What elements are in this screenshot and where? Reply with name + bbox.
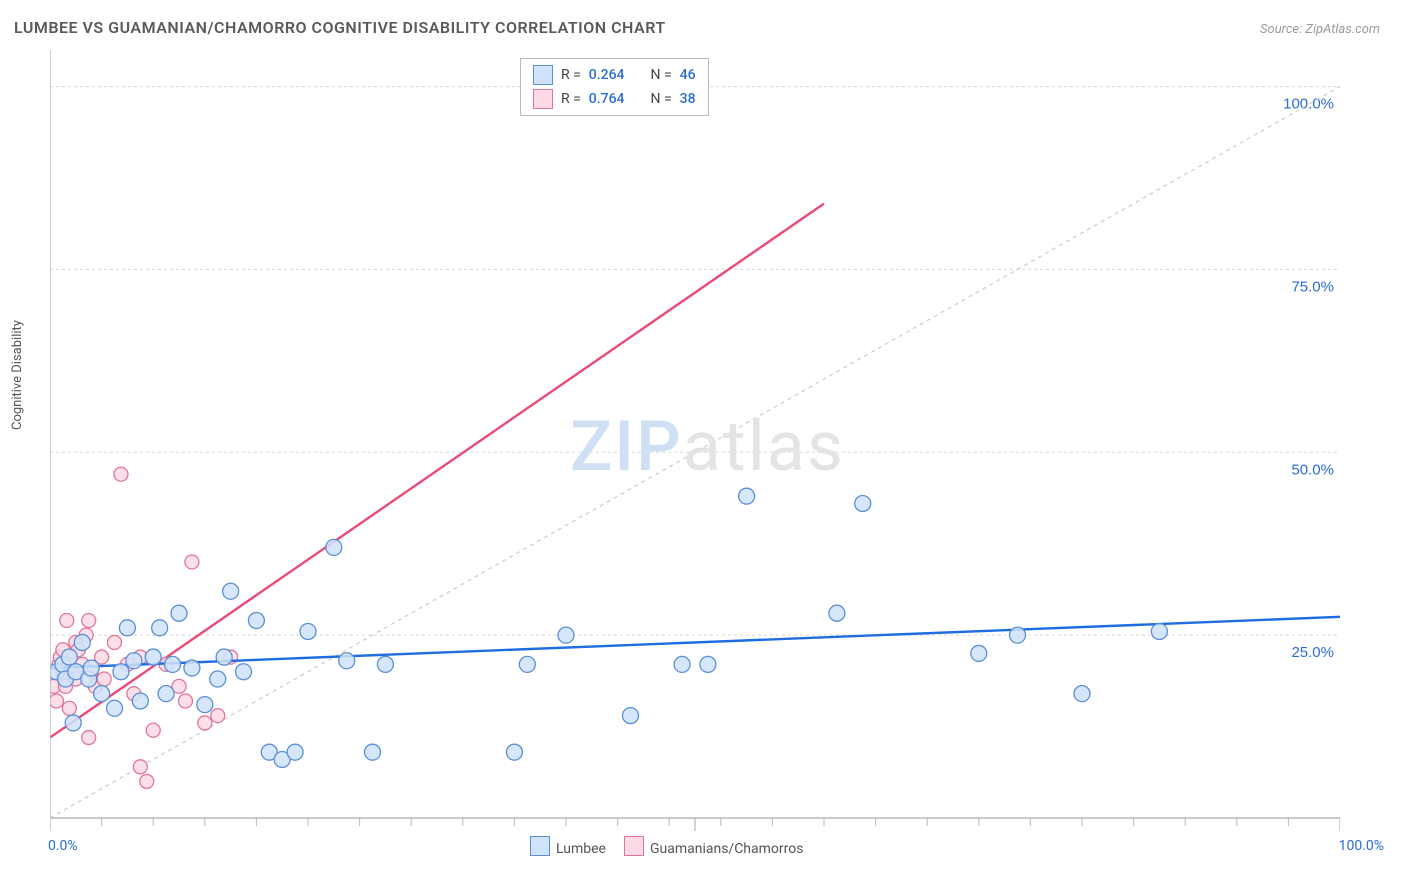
svg-text:75.0%: 75.0% (1291, 278, 1334, 295)
correlation-stats-box: R = 0.264 N = 46 R = 0.764 N = 38 (520, 58, 709, 116)
y-axis-label: Cognitive Disability (10, 320, 25, 430)
source-attribution: Source: ZipAtlas.com (1260, 22, 1380, 37)
stat-swatch (533, 89, 553, 109)
legend-swatch (530, 836, 550, 856)
stat-row: R = 0.264 N = 46 (521, 63, 708, 87)
legend-label: Lumbee (556, 841, 606, 857)
svg-text:100.0%: 100.0% (1283, 96, 1334, 113)
legend: Lumbee Guamanians/Chamorros (530, 836, 803, 857)
chart-title: LUMBEE VS GUAMANIAN/CHAMORRO COGNITIVE D… (14, 18, 666, 37)
stat-n-value: 46 (680, 67, 696, 83)
stat-r-label: R = (561, 91, 581, 107)
legend-label: Guamanians/Chamorros (650, 841, 804, 857)
x-axis-max-label: 100.0% (1339, 838, 1384, 854)
stat-r-label: R = (561, 67, 581, 83)
stat-n-label: N = (651, 67, 672, 83)
stat-n-label: N = (651, 91, 672, 107)
stat-n-value: 38 (680, 91, 696, 107)
chart-container: 25.0%50.0%75.0%100.0% ZIPatlas R =0.264N… (50, 50, 1390, 870)
stat-row: R = 0.764 N = 38 (521, 87, 708, 111)
legend-item: Lumbee (530, 836, 606, 857)
stat-swatch (533, 65, 553, 85)
legend-swatch (624, 836, 644, 856)
stat-r-value: 0.264 (589, 67, 625, 83)
legend-item: Guamanians/Chamorros (624, 836, 804, 857)
svg-text:25.0%: 25.0% (1291, 644, 1334, 661)
scatter-plot: 25.0% 50.0% 75.0% 100.0% (50, 50, 1340, 855)
stat-r-value: 0.764 (589, 91, 625, 107)
x-axis-min-label: 0.0% (48, 838, 78, 854)
svg-text:50.0%: 50.0% (1291, 461, 1334, 478)
